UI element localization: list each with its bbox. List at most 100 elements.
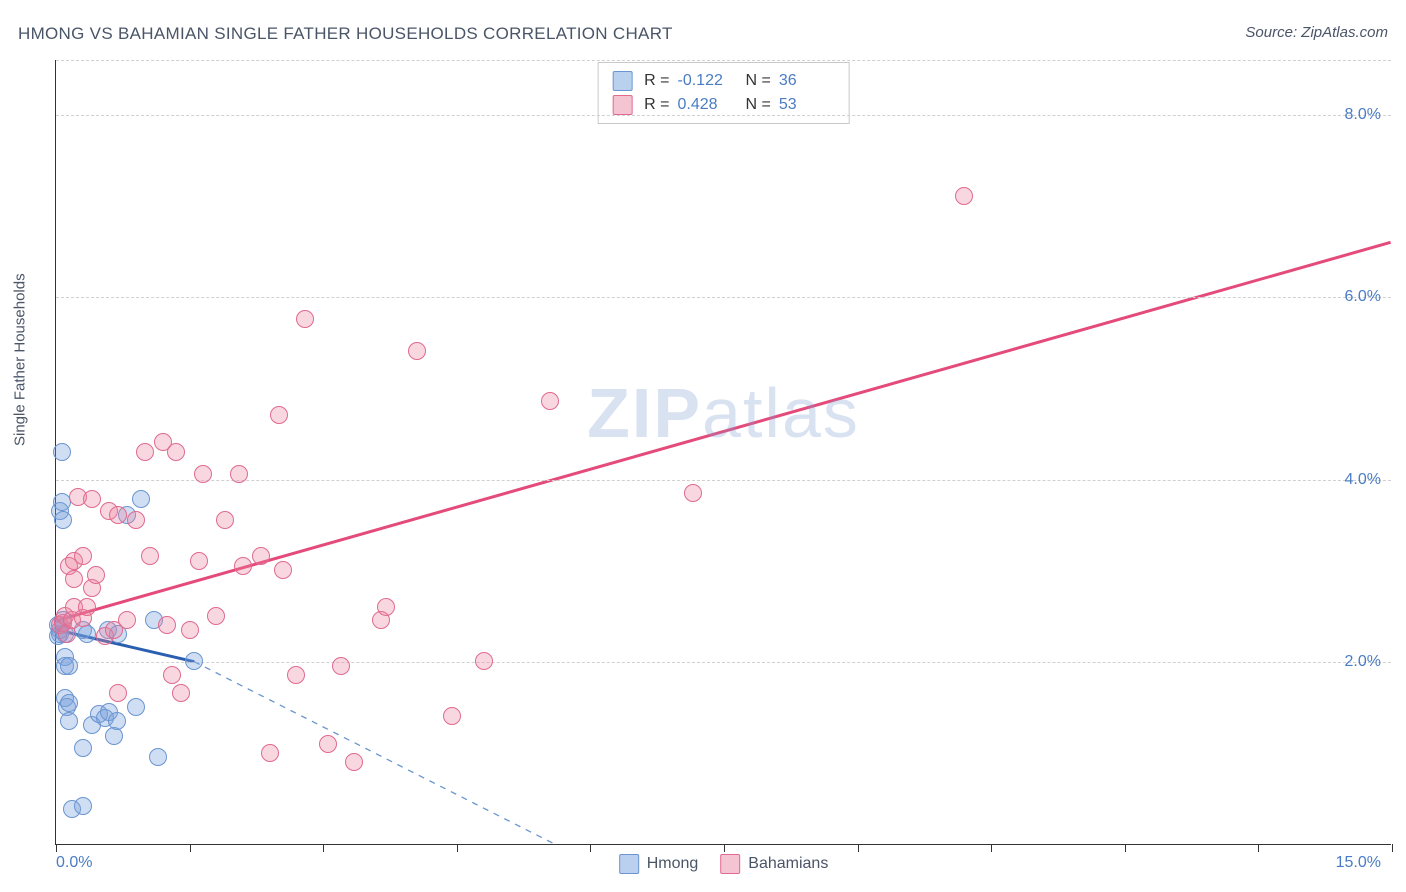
- data-point: [207, 607, 225, 625]
- stats-row-bahamians: R = 0.428 N = 53: [612, 93, 835, 117]
- source-attribution: Source: ZipAtlas.com: [1245, 24, 1388, 41]
- data-point: [234, 557, 252, 575]
- data-point: [127, 698, 145, 716]
- x-tick: [991, 844, 992, 852]
- data-point: [377, 598, 395, 616]
- data-point: [345, 753, 363, 771]
- data-point: [127, 511, 145, 529]
- data-point: [78, 598, 96, 616]
- stat-n-label: N =: [746, 93, 771, 117]
- data-point: [319, 735, 337, 753]
- data-point: [65, 570, 83, 588]
- gridline: [56, 480, 1391, 481]
- data-point: [118, 611, 136, 629]
- data-point: [443, 707, 461, 725]
- gridline: [56, 297, 1391, 298]
- watermark-rest: atlas: [702, 374, 860, 452]
- bottom-legend: Hmong Bahamians: [619, 854, 829, 874]
- stat-r-label: R =: [644, 69, 669, 93]
- data-point: [60, 712, 78, 730]
- data-point: [149, 748, 167, 766]
- x-tick: [1125, 844, 1126, 852]
- source-name: ZipAtlas.com: [1301, 24, 1388, 41]
- watermark: ZIPatlas: [587, 373, 860, 453]
- stat-n-hmong: 36: [779, 69, 835, 93]
- plot-area: ZIPatlas R = -0.122 N = 36 R = 0.428 N =…: [55, 60, 1391, 845]
- data-point: [108, 712, 126, 730]
- gridline: [56, 60, 1391, 61]
- x-tick: [858, 844, 859, 852]
- x-axis-min-label: 0.0%: [56, 854, 92, 872]
- data-point: [60, 694, 78, 712]
- trend-lines-layer: [56, 60, 1391, 844]
- x-tick: [457, 844, 458, 852]
- x-tick: [1258, 844, 1259, 852]
- legend-label-hmong: Hmong: [647, 855, 699, 873]
- data-point: [74, 739, 92, 757]
- data-point: [408, 342, 426, 360]
- x-axis-max-label: 15.0%: [1336, 854, 1381, 872]
- x-tick: [724, 844, 725, 852]
- data-point: [74, 797, 92, 815]
- data-point: [194, 465, 212, 483]
- stat-r-hmong: -0.122: [678, 69, 734, 93]
- data-point: [163, 666, 181, 684]
- x-tick: [323, 844, 324, 852]
- legend-item-hmong: Hmong: [619, 854, 699, 874]
- y-tick-label: 2.0%: [1345, 653, 1381, 671]
- data-point: [87, 566, 105, 584]
- data-point: [158, 616, 176, 634]
- data-point: [109, 684, 127, 702]
- data-point: [109, 506, 127, 524]
- data-point: [185, 652, 203, 670]
- data-point: [955, 187, 973, 205]
- data-point: [54, 511, 72, 529]
- data-point: [132, 490, 150, 508]
- data-point: [287, 666, 305, 684]
- chart-title: HMONG VS BAHAMIAN SINGLE FATHER HOUSEHOL…: [18, 24, 673, 44]
- data-point: [541, 392, 559, 410]
- watermark-bold: ZIP: [587, 374, 702, 452]
- data-point: [252, 547, 270, 565]
- legend-label-bahamians: Bahamians: [748, 855, 828, 873]
- y-tick-label: 6.0%: [1345, 288, 1381, 306]
- source-prefix: Source:: [1245, 24, 1301, 41]
- data-point: [181, 621, 199, 639]
- data-point: [274, 561, 292, 579]
- data-point: [684, 484, 702, 502]
- data-point: [230, 465, 248, 483]
- data-point: [172, 684, 190, 702]
- swatch-bahamians: [612, 95, 632, 115]
- y-axis-label: Single Father Households: [12, 273, 29, 446]
- data-point: [74, 547, 92, 565]
- data-point: [105, 727, 123, 745]
- data-point: [261, 744, 279, 762]
- data-point: [78, 625, 96, 643]
- data-point: [60, 657, 78, 675]
- y-tick-label: 4.0%: [1345, 471, 1381, 489]
- data-point: [475, 652, 493, 670]
- swatch-hmong: [612, 71, 632, 91]
- stat-n-bahamians: 53: [779, 93, 835, 117]
- x-tick: [590, 844, 591, 852]
- data-point: [136, 443, 154, 461]
- data-point: [83, 490, 101, 508]
- stats-row-hmong: R = -0.122 N = 36: [612, 69, 835, 93]
- data-point: [216, 511, 234, 529]
- x-tick: [190, 844, 191, 852]
- x-tick: [1392, 844, 1393, 852]
- y-tick-label: 8.0%: [1345, 106, 1381, 124]
- stat-r-bahamians: 0.428: [678, 93, 734, 117]
- data-point: [270, 406, 288, 424]
- stat-n-label: N =: [746, 69, 771, 93]
- x-tick: [56, 844, 57, 852]
- legend-swatch-bahamians: [720, 854, 740, 874]
- data-point: [53, 443, 71, 461]
- data-point: [332, 657, 350, 675]
- data-point: [296, 310, 314, 328]
- gridline: [56, 115, 1391, 116]
- legend-item-bahamians: Bahamians: [720, 854, 828, 874]
- gridline: [56, 662, 1391, 663]
- data-point: [167, 443, 185, 461]
- legend-swatch-hmong: [619, 854, 639, 874]
